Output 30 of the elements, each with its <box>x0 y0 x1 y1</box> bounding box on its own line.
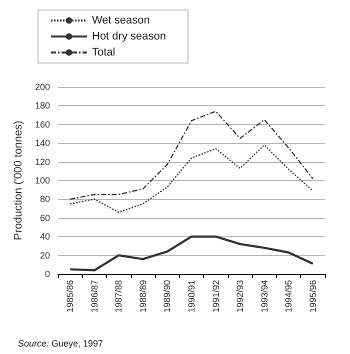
legend-label: Total <box>92 46 116 58</box>
y-tick-label: 160 <box>34 119 50 130</box>
x-tick-label: 1988/89 <box>138 280 148 313</box>
y-tick-label: 40 <box>40 232 50 242</box>
y-tick-label: 80 <box>40 194 50 204</box>
y-tick-label: 140 <box>34 138 50 148</box>
x-tick-label: 1994/95 <box>284 280 294 313</box>
x-tick-label: 1993/94 <box>259 280 270 313</box>
x-tick-label: 1992/93 <box>235 280 246 313</box>
y-tick-label: 200 <box>34 82 50 92</box>
line-series <box>70 144 314 213</box>
y-tick-label: 180 <box>34 100 50 111</box>
x-tick-label: 1987/88 <box>114 280 124 313</box>
line-series <box>70 110 314 200</box>
y-tick-label: 0 <box>44 269 50 279</box>
legend-label: Hot dry season <box>92 30 166 42</box>
legend-label: Wet season <box>92 14 150 26</box>
y-axis-title: Production ('000 tonnes) <box>12 120 25 240</box>
x-tick-label: 1991/92 <box>210 280 221 313</box>
x-tick-label: 1990/91 <box>186 280 196 313</box>
y-tick-label: 20 <box>40 250 50 260</box>
y-tick-label: 100 <box>34 176 50 186</box>
source-note: Source: Gueye, 1997 <box>18 338 104 348</box>
x-tick-label: 1989/90 <box>162 280 172 313</box>
x-tick-label: 1986/87 <box>89 280 100 313</box>
line-series <box>69 236 314 272</box>
y-tick-label: 60 <box>40 212 50 223</box>
y-tick-label: 120 <box>34 156 50 167</box>
x-tick-label: 1995/96 <box>308 280 318 313</box>
x-tick-label: 1985/86 <box>65 280 76 313</box>
